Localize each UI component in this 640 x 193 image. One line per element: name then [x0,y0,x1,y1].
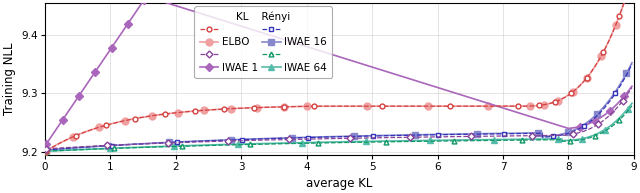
Legend: , ELBO, , IWAE 1, , IWAE 16, , IWAE 64: , ELBO, , IWAE 1, , IWAE 16, , IWAE 64 [195,7,332,78]
X-axis label: average KL: average KL [306,177,372,190]
Y-axis label: Training NLL: Training NLL [3,42,16,115]
